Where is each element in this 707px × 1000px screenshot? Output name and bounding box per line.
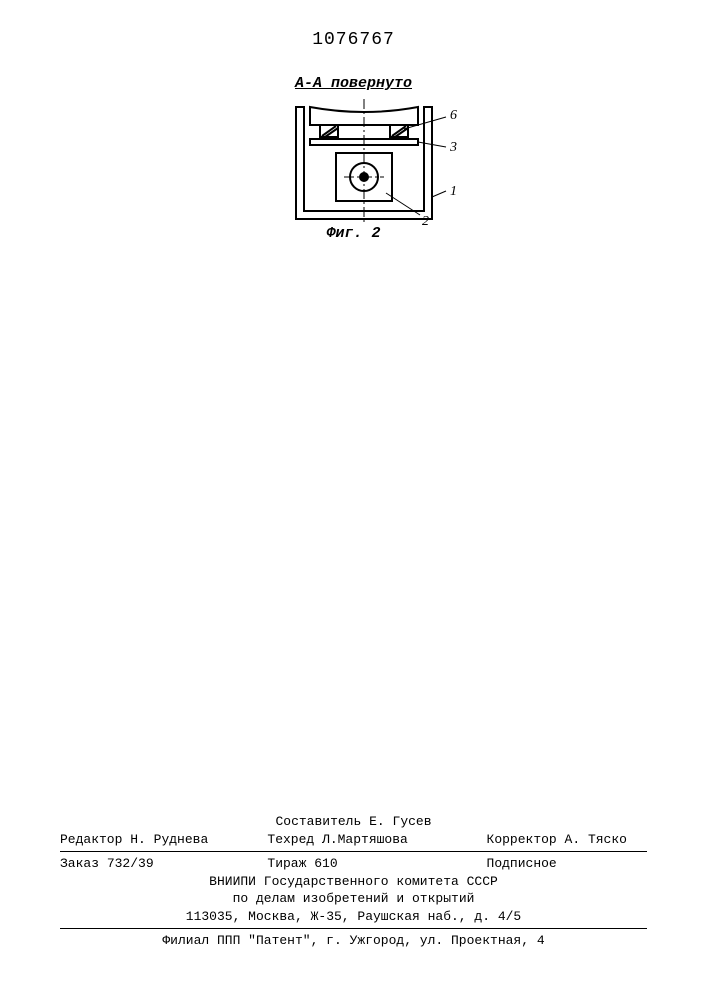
branch-line: Филиал ППП "Патент", г. Ужгород, ул. Про…: [60, 932, 647, 950]
callout-6: 6: [450, 108, 457, 123]
callout-1: 1: [450, 184, 457, 199]
order-prefix: Заказ: [60, 856, 99, 871]
rule-1: [60, 851, 647, 852]
address-line: 113035, Москва, Ж-35, Раушская наб., д. …: [60, 908, 647, 926]
subscription: Подписное: [487, 855, 647, 873]
tirage-prefix: Тираж: [267, 856, 306, 871]
compiler-prefix: Составитель: [275, 814, 361, 829]
order-no: 732/39: [107, 856, 154, 871]
section-label-text: А-А повернуто: [295, 75, 412, 92]
callout-3: 3: [449, 140, 457, 155]
compiler-name: Е. Гусев: [369, 814, 431, 829]
document-number: 1076767: [0, 30, 707, 50]
editor-prefix: Редактор: [60, 832, 122, 847]
credits-row: Редактор Н. Руднева Техред Л.Мартяшова К…: [60, 831, 647, 849]
corrector-name: А. Тяско: [565, 832, 627, 847]
section-label: А-А повернуто: [0, 75, 707, 92]
compiler-row: Составитель Е. Гусев: [60, 813, 647, 831]
org-line-1: ВНИИПИ Государственного комитета СССР: [60, 873, 647, 891]
techred-prefix: Техред: [267, 832, 314, 847]
editor-name: Н. Руднева: [130, 832, 208, 847]
roller-left: [320, 125, 338, 137]
roller-right: [390, 125, 408, 137]
figure-diagram: 6 3 1 2: [286, 95, 506, 235]
figure-svg: 6 3 1 2: [286, 95, 506, 235]
org-line-2: по делам изобретений и открытий: [60, 890, 647, 908]
print-row: Заказ 732/39 Тираж 610 Подписное: [60, 855, 647, 873]
colophon: Составитель Е. Гусев Редактор Н. Руднева…: [60, 813, 647, 950]
tirage-no: 610: [314, 856, 337, 871]
callout-line-1: [432, 191, 446, 197]
page: { "doc_number": "1076767", "figure": { "…: [0, 0, 707, 1000]
rule-2: [60, 928, 647, 929]
figure-caption: Фиг. 2: [0, 225, 707, 242]
corrector-prefix: Корректор: [487, 832, 557, 847]
techred-name: Л.Мартяшова: [322, 832, 408, 847]
